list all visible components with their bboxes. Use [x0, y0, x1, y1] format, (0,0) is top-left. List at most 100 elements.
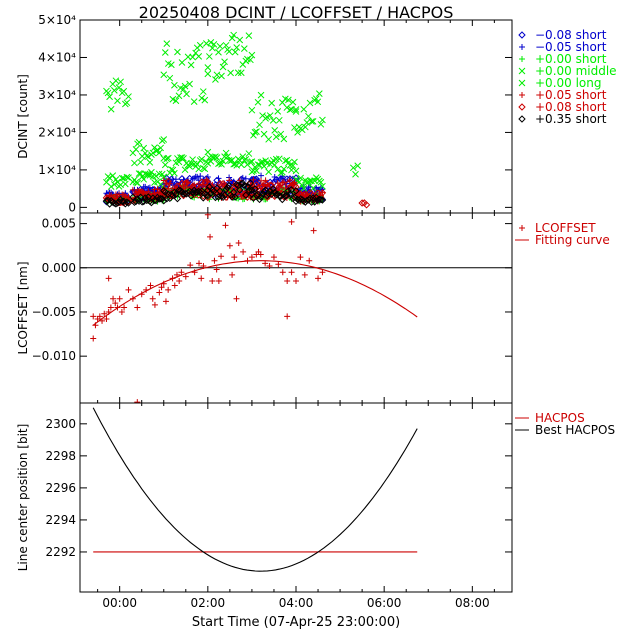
data-point: [214, 193, 223, 201]
data-point: [279, 269, 286, 276]
data-point: [303, 196, 311, 205]
data-point: [222, 149, 230, 157]
data-point: [169, 166, 177, 174]
data-point: [132, 146, 140, 153]
data-point: [228, 193, 236, 201]
data-point: [275, 261, 282, 268]
data-point: [284, 278, 291, 285]
data-point: [292, 106, 300, 113]
data-point: [123, 99, 131, 107]
y-tick-label: 2298: [45, 449, 76, 463]
data-point: [175, 186, 183, 194]
data-point: [253, 128, 260, 135]
data-point: [235, 240, 242, 247]
data-point: [245, 150, 253, 157]
data-point: [107, 105, 115, 113]
data-point: [118, 308, 125, 315]
plot-area: [102, 31, 371, 209]
data-point: [110, 87, 118, 94]
data-point: [236, 36, 244, 44]
data-point: [286, 106, 294, 114]
data-point: [140, 144, 148, 152]
data-point: [275, 116, 283, 124]
legend-marker: [519, 92, 525, 98]
data-point: [134, 179, 141, 187]
data-point: [146, 184, 153, 191]
data-point: [131, 159, 138, 167]
data-point: [265, 168, 272, 176]
data-point: [315, 90, 323, 97]
data-point: [258, 190, 267, 198]
data-point: [318, 189, 327, 197]
data-point: [171, 182, 178, 189]
data-point: [319, 269, 326, 276]
data-point: [248, 254, 255, 261]
data-point: [293, 278, 299, 285]
data-point: [277, 130, 285, 138]
plot-area: [92, 407, 418, 572]
data-point: [295, 196, 303, 205]
data-point: [250, 176, 257, 183]
data-point: [168, 165, 175, 173]
data-point: [142, 183, 149, 190]
legend-entry: +0.00 short: [535, 52, 607, 66]
data-point: [257, 251, 264, 258]
data-point: [168, 61, 175, 69]
data-point: [211, 193, 220, 202]
data-point: [269, 185, 277, 193]
data-point: [292, 167, 300, 175]
data-point: [265, 135, 272, 143]
data-point: [251, 185, 259, 193]
data-point: [289, 162, 297, 169]
data-point: [189, 53, 196, 61]
data-point: [204, 64, 212, 71]
plot-frame: [79, 212, 513, 404]
data-point: [219, 63, 227, 71]
data-point: [161, 188, 169, 196]
data-point: [243, 193, 252, 201]
data-point: [242, 191, 250, 199]
legend-entry: HACPOS: [535, 411, 585, 425]
y-tick-label: 4×10⁴: [38, 50, 76, 64]
data-point: [218, 161, 225, 168]
data-point: [172, 97, 180, 105]
data-point: [234, 69, 242, 77]
y-tick-label: 2×10⁴: [38, 125, 76, 139]
data-point: [262, 260, 269, 267]
y-axis-label: DCINT [count]: [16, 74, 30, 159]
data-point: [319, 182, 326, 190]
data-point: [287, 186, 296, 194]
legend-marker: [518, 79, 526, 87]
data-point: [166, 74, 174, 82]
data-point: [201, 178, 209, 187]
data-point: [236, 186, 244, 194]
data-point: [112, 300, 119, 307]
data-point: [204, 70, 212, 78]
data-point: [207, 233, 214, 240]
data-point: [165, 286, 172, 293]
data-point: [155, 149, 163, 157]
data-point: [163, 182, 171, 190]
data-point: [160, 197, 168, 205]
data-point: [218, 72, 225, 80]
data-point: [164, 177, 173, 186]
data-point: [107, 304, 114, 311]
legend-marker: [518, 31, 526, 39]
data-point: [229, 271, 236, 278]
data-point: [110, 295, 117, 302]
data-point: [218, 253, 225, 260]
data-point: [274, 107, 282, 115]
data-point: [301, 271, 308, 278]
x-tick-label: 02:00: [191, 596, 226, 610]
data-point: [156, 289, 163, 296]
data-point: [149, 295, 156, 302]
data-point: [178, 269, 185, 276]
data-point: [182, 273, 189, 280]
data-point: [158, 284, 165, 291]
data-point: [300, 184, 308, 192]
data-point: [317, 120, 325, 128]
data-point: [309, 118, 317, 125]
data-point: [147, 282, 154, 289]
data-point: [213, 154, 221, 161]
